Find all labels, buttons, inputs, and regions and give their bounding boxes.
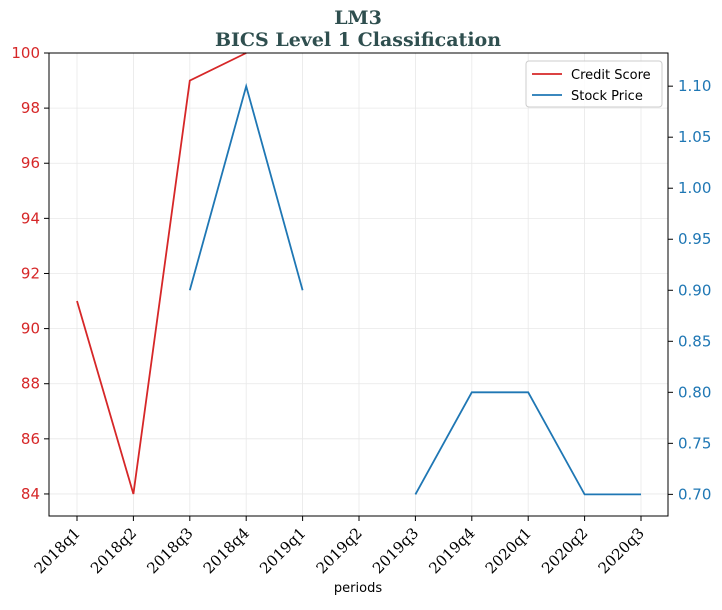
right-tick-label: 0.80: [678, 383, 711, 401]
grid: [49, 52, 668, 516]
left-tick-label: 98: [21, 99, 40, 117]
x-axis-label: periods: [334, 581, 382, 596]
x-tick-label: 2020q2: [538, 524, 591, 577]
series-line-stock-price: [188, 82, 304, 291]
x-tick-label: 2018q3: [143, 524, 196, 577]
left-tick-label: 94: [21, 209, 40, 227]
left-axis: 84 86 88 90 92 94 96 98 100: [11, 44, 49, 503]
x-tick-label: 2019q3: [369, 524, 422, 577]
right-tick-label: 0.70: [678, 485, 711, 503]
chart-title: LM3: [334, 7, 382, 29]
x-tick-label: 2018q1: [31, 524, 84, 577]
series-line-credit-score: [76, 52, 247, 495]
series-lines: [76, 52, 641, 496]
left-tick-label: 86: [21, 430, 40, 448]
right-tick-label: 1.05: [678, 128, 711, 146]
x-tick-label: 2019q4: [425, 524, 478, 577]
chart-subtitle: BICS Level 1 Classification: [215, 29, 501, 51]
left-tick-label: 84: [21, 485, 40, 503]
left-tick-label: 88: [21, 375, 40, 393]
x-tick-label: 2018q2: [87, 524, 140, 577]
right-tick-label: 0.95: [678, 230, 711, 248]
left-tick-label: 96: [21, 154, 40, 172]
x-tick-label: 2020q3: [595, 524, 648, 577]
right-axis: 0.70 0.75 0.80 0.85 0.90 0.95 1.00 1.05 1.10: [668, 77, 711, 503]
series-line-stock-price: [414, 391, 641, 496]
left-tick-label: 100: [11, 44, 40, 62]
right-tick-label: 1.10: [678, 77, 711, 95]
right-tick-label: 0.85: [678, 332, 711, 350]
x-tick-label: 2018q4: [200, 524, 253, 577]
plot-frame: [48, 52, 669, 517]
right-tick-label: 0.75: [678, 434, 711, 452]
left-tick-label: 92: [21, 264, 40, 282]
x-tick-label: 2020q1: [482, 524, 535, 577]
legend: Credit Score Stock Price: [525, 60, 663, 108]
x-axis: 2018q1 2018q2 2018q3 2018q4 2019q1 2019q2 2019…: [31, 516, 648, 577]
x-tick-label: 2019q1: [256, 524, 309, 577]
legend-label: Credit Score: [571, 68, 651, 83]
legend-label: Stock Price: [571, 89, 643, 104]
right-tick-label: 0.90: [678, 281, 711, 299]
right-tick-label: 1.00: [678, 179, 711, 197]
x-tick-label: 2019q2: [313, 524, 366, 577]
left-tick-label: 90: [21, 320, 40, 338]
